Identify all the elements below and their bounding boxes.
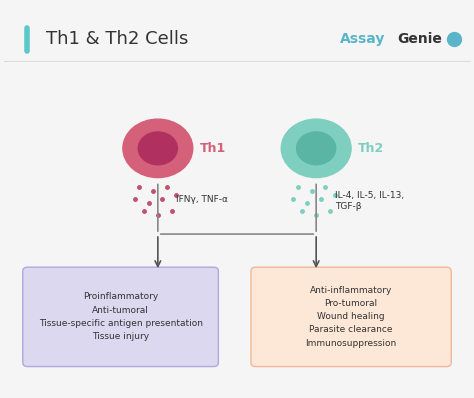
- Text: Proinflammatory
Anti-tumoral
Tissue-specific antigen presentation
Tissue injury: Proinflammatory Anti-tumoral Tissue-spec…: [38, 293, 202, 341]
- FancyBboxPatch shape: [23, 267, 219, 367]
- Text: IFNγ, TNF-α: IFNγ, TNF-α: [176, 195, 228, 203]
- Text: Anti-inflammatory
Pro-tumoral
Wound healing
Parasite clearance
Immunosuppression: Anti-inflammatory Pro-tumoral Wound heal…: [305, 286, 397, 347]
- Text: IL-4, IL-5, IL-13,
TGF-β: IL-4, IL-5, IL-13, TGF-β: [335, 191, 404, 211]
- Text: Th1: Th1: [200, 142, 226, 155]
- Circle shape: [138, 132, 177, 165]
- Text: Genie: Genie: [398, 32, 443, 46]
- FancyBboxPatch shape: [251, 267, 451, 367]
- Text: Th2: Th2: [358, 142, 384, 155]
- Circle shape: [123, 119, 193, 178]
- Text: Th1 & Th2 Cells: Th1 & Th2 Cells: [46, 30, 189, 48]
- Circle shape: [281, 119, 351, 178]
- Circle shape: [297, 132, 336, 165]
- Text: Assay: Assay: [339, 32, 385, 46]
